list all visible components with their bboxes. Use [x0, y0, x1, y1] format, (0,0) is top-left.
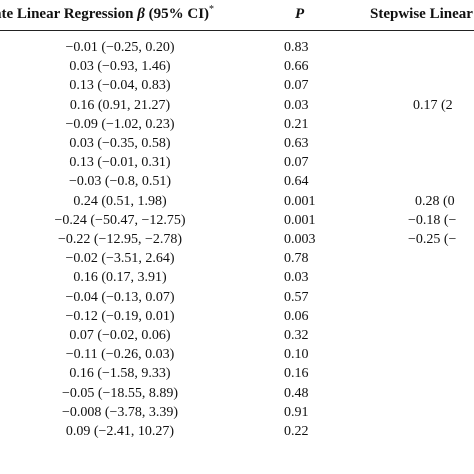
beta-ci-cell: −0.02 (−3.51, 2.64)	[65, 251, 175, 267]
p-value-cell: 0.57	[284, 289, 309, 305]
p-value-cell: 0.06	[284, 308, 309, 324]
table-row: −0.008 (−3.78, 3.39) 0.91	[0, 403, 474, 422]
stepwise-cell: −0.18 (−	[408, 212, 457, 228]
table-row: 0.24 (0.51, 1.98) 0.001 0.28 (0	[0, 192, 474, 211]
p-value-cell: 0.003	[284, 232, 316, 247]
p-value-cell: 0.64	[284, 174, 309, 190]
beta-ci-cell: −0.01 (−0.25, 0.20)	[65, 40, 175, 55]
beta-ci-cell: −0.11 (−0.26, 0.03)	[65, 347, 175, 363]
beta-ci-cell: 0.16 (−1.58, 9.33)	[69, 366, 171, 382]
table-row: −0.12 (−0.19, 0.01) 0.06	[0, 307, 474, 326]
ci-footnote-marker: *	[209, 4, 215, 15]
beta-ci-cell: 0.13 (−0.01, 0.31)	[69, 155, 171, 171]
beta-ci-cell: 0.24 (0.51, 1.98)	[73, 193, 167, 209]
p-value-cell: 0.32	[284, 328, 309, 343]
beta-ci-cell: −0.05 (−18.55, 8.89)	[61, 385, 179, 401]
header-rule	[0, 30, 474, 31]
p-value-cell: 0.16	[284, 366, 309, 382]
stepwise-column-header: Stepwise Linear R	[370, 6, 474, 22]
table-row: −0.03 (−0.8, 0.51) 0.64	[0, 172, 474, 191]
beta-ci-cell: 0.09 (−2.41, 10.27)	[65, 424, 175, 439]
beta-ci-cell: −0.22 (−12.95, −2.78)	[57, 232, 182, 247]
beta-ci-cell: 0.13 (−0.04, 0.83)	[69, 78, 171, 94]
p-value-cell: 0.07	[284, 155, 309, 171]
table-row: −0.05 (−18.55, 8.89) 0.48	[0, 384, 474, 403]
table-row: −0.11 (−0.26, 0.03) 0.10	[0, 345, 474, 364]
beta-ci-cell: −0.04 (−0.13, 0.07)	[65, 289, 175, 305]
table-row: 0.03 (−0.35, 0.58) 0.63	[0, 134, 474, 153]
p-value-cell: 0.03	[284, 270, 309, 286]
beta-ci-cell: 0.16 (0.17, 3.91)	[73, 270, 167, 286]
beta-ci-cell: 0.16 (0.91, 21.27)	[69, 97, 171, 113]
table-row: 0.16 (0.17, 3.91) 0.03	[0, 268, 474, 287]
table-row: 0.03 (−0.93, 1.46) 0.66	[0, 57, 474, 76]
table-row: 0.07 (−0.02, 0.06) 0.32	[0, 326, 474, 345]
table-row: −0.09 (−1.02, 0.23) 0.21	[0, 115, 474, 134]
table-row: 0.13 (−0.01, 0.31) 0.07	[0, 153, 474, 172]
p-value-cell: 0.001	[284, 193, 316, 209]
p-value-cell: 0.001	[284, 212, 316, 228]
table-row: −0.24 (−50.47, −12.75) 0.001 −0.18 (−	[0, 211, 474, 230]
table-row: 0.13 (−0.04, 0.83) 0.07	[0, 76, 474, 95]
p-value-cell: 0.10	[284, 347, 309, 363]
beta-ci-cell: −0.03 (−0.8, 0.51)	[68, 174, 172, 190]
univariate-column-header: ate Linear Regression β (95% CI)*	[0, 4, 214, 24]
stepwise-cell: −0.25 (−	[408, 232, 457, 247]
beta-ci-cell: 0.03 (−0.35, 0.58)	[69, 136, 171, 151]
beta-ci-cell: −0.24 (−50.47, −12.75)	[54, 212, 186, 228]
beta-ci-cell: 0.07 (−0.02, 0.06)	[69, 328, 171, 343]
table-row: −0.04 (−0.13, 0.07) 0.57	[0, 288, 474, 307]
stepwise-cell: 0.17 (2	[413, 97, 453, 113]
ci-header-text: (95% CI)	[144, 6, 210, 22]
p-value-cell: 0.63	[284, 136, 309, 151]
p-value-cell: 0.48	[284, 385, 309, 401]
table-row: −0.01 (−0.25, 0.20) 0.83	[0, 38, 474, 57]
p-value-cell: 0.07	[284, 78, 309, 94]
p-value-cell: 0.78	[284, 251, 309, 267]
p-value-cell: 0.91	[284, 404, 309, 420]
beta-symbol: β	[137, 6, 145, 22]
p-column-header: P	[295, 6, 305, 22]
p-value-cell: 0.83	[284, 40, 309, 55]
table-row: −0.22 (−12.95, −2.78) 0.003 −0.25 (−	[0, 230, 474, 249]
table-row: 0.09 (−2.41, 10.27) 0.22	[0, 422, 474, 441]
p-value-cell: 0.22	[284, 424, 309, 439]
beta-ci-cell: −0.09 (−1.02, 0.23)	[65, 116, 175, 132]
beta-ci-cell: −0.008 (−3.78, 3.39)	[61, 404, 179, 420]
p-value-cell: 0.66	[284, 59, 309, 75]
stepwise-cell: 0.28 (0	[415, 193, 455, 209]
table-row: 0.16 (0.91, 21.27) 0.03 0.17 (2	[0, 96, 474, 115]
p-value-cell: 0.21	[284, 116, 309, 132]
univariate-header-text: ate Linear Regression	[0, 6, 138, 22]
table-row: −0.02 (−3.51, 2.64) 0.78	[0, 249, 474, 268]
beta-ci-cell: 0.03 (−0.93, 1.46)	[69, 59, 171, 75]
beta-ci-cell: −0.12 (−0.19, 0.01)	[65, 308, 175, 324]
p-value-cell: 0.03	[284, 97, 309, 113]
table-row: 0.16 (−1.58, 9.33) 0.16	[0, 364, 474, 383]
